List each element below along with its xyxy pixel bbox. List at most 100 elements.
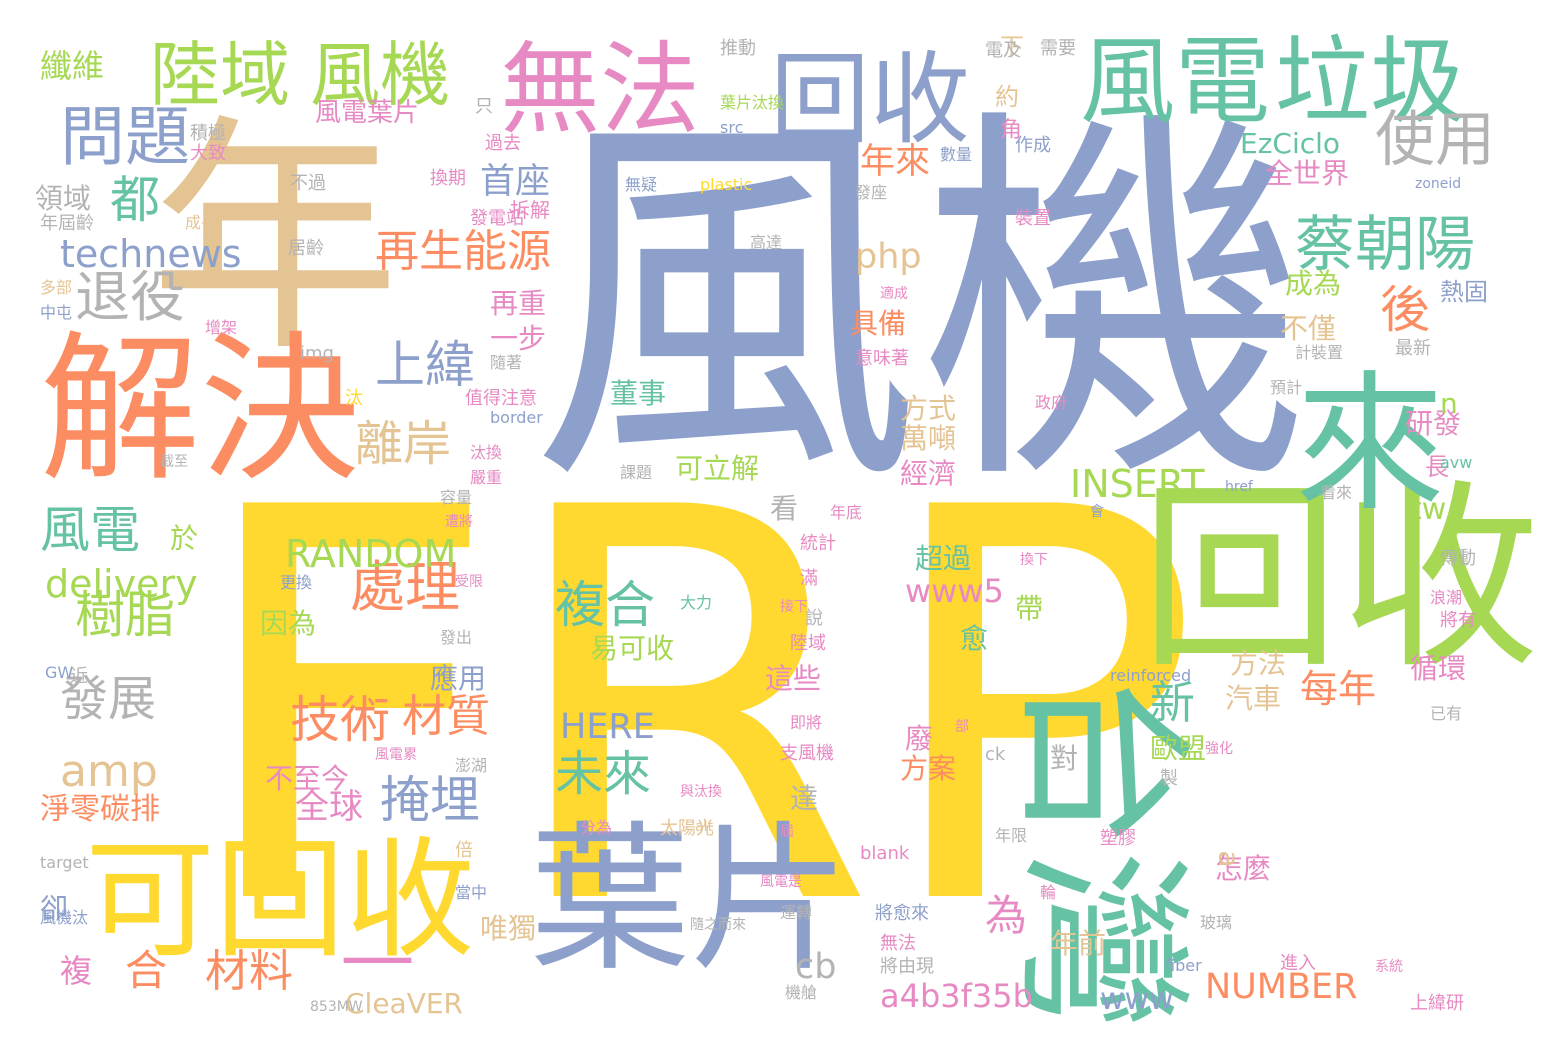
cloud-word: 部 (955, 719, 969, 735)
cloud-word: RANDOM (285, 532, 457, 576)
cloud-word: n (1440, 387, 1458, 420)
cloud-word: 即將 (790, 713, 823, 732)
cloud-word: 葉片汰換 (720, 93, 785, 112)
cloud-word: 年前 (1050, 927, 1107, 960)
cloud-word: 預計 (1270, 378, 1303, 397)
cloud-word: 汰 (345, 388, 363, 409)
cloud-word: 機艙 (785, 983, 818, 1002)
cloud-word: 風電葉片 (315, 98, 420, 128)
cloud-word: 問題 (60, 100, 191, 175)
cloud-word: 具備 (850, 307, 907, 340)
cloud-word: 容量 (440, 488, 473, 507)
cloud-word: 數量 (940, 145, 973, 164)
cloud-word: 增架 (205, 318, 238, 337)
cloud-word: 看 (770, 492, 799, 525)
cloud-word: 董事 (610, 377, 667, 410)
cloud-word: 全世界 (1265, 157, 1350, 190)
cloud-word: 發電站 (470, 208, 524, 229)
cloud-word: 掩埋 (380, 771, 480, 829)
cloud-word: 不過 (290, 173, 326, 194)
cloud-word: 拆解 (510, 198, 550, 222)
cloud-word: 達 (790, 782, 819, 815)
cloud-word: php (855, 237, 922, 277)
cloud-word: avw (1440, 453, 1473, 472)
cloud-word: 遭將 (445, 514, 473, 530)
cloud-word: 發出 (440, 628, 473, 647)
cloud-word: a (1212, 850, 1246, 868)
cloud-word: 發座 (855, 183, 888, 202)
cloud-word: 陸域 (150, 34, 290, 116)
cloud-word: 複 (60, 952, 93, 990)
cloud-word: 年來 (860, 142, 931, 182)
cloud-word: 循環 (1410, 652, 1467, 685)
cloud-word: 年屆齡 (40, 213, 94, 234)
cloud-word: 倍 (455, 840, 473, 861)
cloud-word: 課題 (620, 463, 653, 482)
cloud-word: 愈 (960, 622, 989, 655)
cloud-word: reinforced (1110, 666, 1192, 685)
cloud-word: FRP (190, 396, 1202, 1024)
cloud-word: 風機 (310, 34, 450, 116)
cloud-word: 統計 (800, 533, 836, 554)
cloud-word: 更換 (280, 573, 313, 592)
cloud-word: 浪潮 (1430, 588, 1463, 607)
cloud-word: 無法 (500, 31, 700, 148)
cloud-word: fiber (1165, 956, 1202, 975)
cloud-word: 適成 (880, 286, 908, 302)
cloud-word: 作成 (1015, 135, 1051, 156)
cloud-word: 太陽光 (660, 818, 714, 839)
cloud-word: href (1225, 479, 1253, 495)
cloud-word: 於 (170, 522, 199, 555)
cloud-word: 約 (995, 83, 1019, 111)
cloud-word: 唯獨 (480, 912, 537, 945)
cloud-word: 材料 (205, 946, 293, 997)
cloud-word: 風電是 (760, 874, 802, 890)
cloud-word: 年底 (830, 503, 863, 522)
cloud-word: delivery (45, 562, 198, 606)
cloud-word: 可立解 (675, 452, 760, 485)
cloud-word: 方式 (900, 392, 957, 425)
cloud-word: 值得注意 (465, 388, 537, 409)
cloud-word: 運轉 (780, 903, 813, 922)
cloud-word: target (40, 853, 89, 872)
cloud-word: 超過 (915, 542, 972, 575)
cloud-word: 高達 (750, 233, 783, 252)
cloud-word: 嚴重 (470, 468, 503, 487)
cloud-word: 無法 (880, 933, 916, 954)
cloud-word: 再生能源 (375, 226, 551, 277)
cloud-word: 每年 (1300, 667, 1377, 711)
cloud-word: 萬噸 (900, 422, 957, 455)
cloud-word: EzCiclo (1240, 127, 1341, 160)
cloud-word: 熱固 (1440, 278, 1488, 306)
cloud-word: 無疑 (625, 175, 658, 194)
cloud-word: 技術 (290, 691, 390, 749)
cloud-word: amp (60, 746, 158, 797)
cloud-word: 已有 (1430, 704, 1463, 723)
cloud-word: 系統 (1375, 959, 1403, 975)
cloud-word: 汽車 (1225, 682, 1282, 715)
cloud-word: 換下 (1020, 552, 1048, 568)
cloud-word: 居齡 (288, 238, 324, 259)
cloud-word: 風電 (1080, 27, 1271, 137)
cloud-word: 風電累 (375, 747, 417, 763)
cloud-word: 全球 (295, 787, 363, 827)
cloud-word: 與汰換 (680, 784, 722, 800)
cloud-word: 風電 (40, 501, 140, 559)
cloud-word: 滿 (800, 568, 818, 589)
cloud-word: 回收 (1140, 463, 1541, 696)
cloud-word: 將由現 (880, 956, 934, 977)
cloud-word: 會 (1090, 504, 1104, 520)
cloud-word: INSERT (1070, 462, 1205, 506)
cloud-word: 易可收 (590, 632, 675, 665)
cloud-word: 領域 (35, 182, 92, 215)
cloud-word: 大致 (190, 143, 226, 164)
cloud-word: 年 (150, 94, 400, 385)
cloud-word: 都 (110, 171, 160, 229)
cloud-word: 屆 (780, 824, 794, 840)
cloud-word: 推動 (720, 38, 756, 59)
cloud-word: 蔡朝陽 (1295, 210, 1475, 280)
cloud-word: 換期 (430, 168, 466, 189)
cloud-word: 汰換 (470, 443, 503, 462)
cloud-word: — (340, 911, 415, 999)
cloud-word: 合 (125, 946, 168, 995)
